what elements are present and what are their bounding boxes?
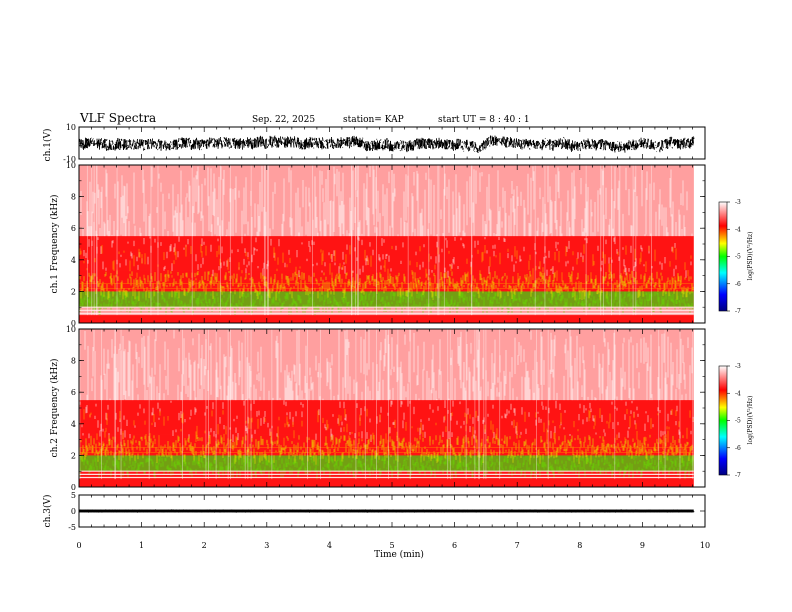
y-tick-label: 6	[71, 388, 76, 397]
y-tick-label: 5	[71, 491, 76, 500]
y-tick-label: 0	[71, 319, 76, 328]
ch1-ylabel: ch.1(V)	[42, 129, 53, 162]
x-tick-label: 0	[76, 541, 81, 550]
x-tick-label: 10	[700, 541, 710, 550]
spectrogram-band	[79, 315, 694, 323]
spectrogram-band	[79, 400, 694, 435]
ch1-waveform-panel	[78, 135, 695, 153]
ch2-freq-ylabel: ch.2 Frequency (kHz)	[49, 359, 60, 458]
spectrogram-band	[79, 479, 694, 487]
ch3-ylabel: ch.3(V)	[42, 495, 53, 528]
y-tick-label: 10	[66, 123, 76, 132]
x-tick-label: 6	[452, 541, 457, 550]
y-tick-label: 0	[71, 507, 76, 516]
colorbar-ch2-label: log(PSD)(V²/Hz)	[747, 396, 754, 445]
waveform-trace	[78, 135, 695, 153]
x-axis-label: Time (min)	[374, 549, 424, 560]
colorbar-tick-label: -5	[735, 418, 741, 425]
y-tick-label: 2	[71, 287, 76, 296]
y-tick-label: 8	[71, 193, 76, 202]
spectrogram-band	[79, 471, 694, 480]
spectrogram-band	[79, 236, 694, 271]
colorbar-tick-label: -3	[735, 363, 741, 370]
x-tick-label: 8	[577, 541, 582, 550]
y-tick-label: -5	[68, 523, 76, 532]
colorbar-tick-label: -6	[735, 445, 741, 452]
colorbar-tick-label: -4	[735, 226, 741, 233]
y-tick-label: 10	[66, 325, 76, 334]
y-tick-label: 6	[71, 224, 76, 233]
colorbar-tick-label: -7	[735, 472, 741, 479]
figure-title: VLF Spectra	[79, 111, 156, 125]
y-tick-label: 10	[66, 161, 76, 170]
colorbar-tick-label: -6	[735, 281, 741, 288]
x-tick-label: 3	[264, 541, 269, 550]
y-tick-label: 4	[71, 420, 76, 429]
x-tick-label: 1	[139, 541, 144, 550]
colorbar-tick-label: -3	[735, 199, 741, 206]
colorbar-ch2: log(PSD)(V²/Hz) -3 -4 -5 -6 -7	[718, 363, 754, 479]
colorbar-ch2-ramp	[718, 365, 728, 476]
y-tick-label: -10	[63, 155, 76, 164]
y-tick-label: 8	[71, 357, 76, 366]
colorbar-ch1-label: log(PSD)(V²/Hz)	[747, 232, 754, 281]
ch2-spectrogram-panel	[79, 329, 694, 487]
x-tick-label: 7	[515, 541, 520, 550]
header-station: station= KAP	[343, 115, 404, 125]
header-date: Sep. 22, 2025	[252, 115, 315, 125]
colorbar-ch1-ramp	[718, 201, 728, 312]
spectrogram-band	[79, 165, 694, 237]
y-tick-label: 0	[71, 483, 76, 492]
x-tick-label: 2	[202, 541, 207, 550]
y-tick-label: 2	[71, 451, 76, 460]
y-tick-label: 4	[71, 256, 76, 265]
colorbar-tick-label: -4	[735, 390, 741, 397]
x-tick-label: 5	[389, 541, 394, 550]
ch1-spectrogram-panel	[79, 165, 694, 323]
colorbar-ch1: log(PSD)(V²/Hz) -3 -4 -5 -6 -7	[718, 199, 754, 315]
ch3-waveform-panel	[78, 509, 695, 513]
x-tick-label: 9	[640, 541, 645, 550]
colorbar-tick-label: -5	[735, 254, 741, 261]
ch1-freq-ylabel: ch.1 Frequency (kHz)	[49, 195, 60, 294]
colorbar-tick-label: -7	[735, 308, 741, 315]
x-tick-label: 4	[327, 541, 332, 550]
header-start-time: start UT = 8 : 40 : 1	[438, 115, 530, 125]
